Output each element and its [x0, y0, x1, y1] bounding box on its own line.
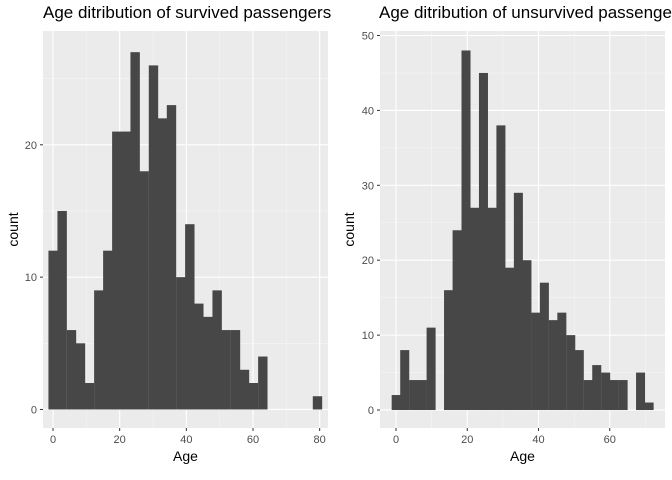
y-tick-label: 0 — [31, 404, 37, 416]
unsurvived-chart-panel: Age ditribution of unsurvived passengers… — [336, 0, 672, 480]
histogram-bar — [176, 277, 186, 410]
histogram-bar — [130, 52, 140, 410]
survived-histogram: 0 10 20 0 20 40 60 80 Age count — [5, 31, 328, 464]
histogram-bar — [513, 192, 523, 411]
histogram-bar — [230, 330, 241, 410]
x-tick-label: 60 — [247, 434, 259, 446]
x-tick-label: 0 — [50, 434, 56, 446]
histogram-bar — [391, 395, 401, 411]
histogram-bar — [75, 343, 86, 410]
histogram-bar — [94, 290, 104, 410]
histogram-bar — [221, 330, 231, 410]
y-tick-label: 50 — [362, 30, 374, 42]
histogram-bar — [566, 335, 576, 411]
histogram-bar — [112, 131, 122, 410]
histogram-bar — [417, 380, 427, 411]
histogram-bar — [203, 316, 213, 410]
histogram-bar — [452, 230, 462, 411]
histogram-bar — [461, 50, 471, 411]
y-tick-label: 40 — [362, 105, 374, 117]
x-tick-label: 40 — [532, 434, 544, 446]
y-tick-label: 20 — [362, 255, 374, 267]
y-axis-title: count — [5, 212, 21, 246]
histogram-bar — [539, 282, 549, 411]
y-tick-label: 10 — [25, 272, 37, 284]
histogram-bar — [636, 372, 646, 411]
histogram-bar — [478, 72, 488, 411]
histogram-bar — [531, 312, 541, 411]
histogram-bar — [312, 396, 323, 410]
histogram-bar — [444, 290, 454, 411]
y-tick-label: 20 — [25, 140, 37, 152]
histogram-bar — [574, 350, 584, 411]
histogram-bar — [57, 210, 67, 410]
y-tick-label: 10 — [362, 330, 374, 342]
histogram-bar — [239, 369, 250, 410]
x-tick-label: 0 — [393, 434, 399, 446]
histogram-bar — [583, 380, 593, 411]
histogram-bar — [103, 250, 113, 410]
histogram-bar — [592, 365, 602, 411]
histogram-bar — [409, 380, 419, 411]
histogram-bar — [121, 131, 131, 410]
x-axis-title: Age — [510, 448, 535, 464]
histogram-bar — [194, 303, 204, 410]
histogram-bar — [66, 330, 77, 410]
histogram-bar — [166, 105, 177, 410]
chart-title: Age ditribution of unsurvived passengers — [379, 3, 672, 22]
histogram-bar — [400, 350, 410, 411]
chart-title: Age ditribution of survived passengers — [43, 3, 332, 22]
histogram-bar — [248, 383, 259, 410]
histogram-bar — [48, 250, 58, 410]
y-axis-title: count — [341, 212, 357, 246]
histogram-bar — [212, 290, 222, 410]
unsurvived-histogram: 0 10 20 30 40 50 0 20 40 60 Age count — [341, 30, 665, 464]
x-tick-label: 20 — [461, 434, 473, 446]
histogram-bar — [504, 267, 514, 411]
y-tick-label: 0 — [368, 405, 374, 417]
histogram-bar — [609, 380, 619, 411]
histogram-bar — [522, 260, 532, 411]
histogram-bar — [148, 65, 159, 410]
survived-chart-panel: Age ditribution of survived passengers 0… — [5, 3, 332, 464]
x-tick-label: 80 — [314, 434, 326, 446]
histogram-bar — [487, 207, 497, 411]
histogram-bar — [84, 383, 95, 410]
histogram-bar — [426, 327, 436, 411]
histogram-bar — [548, 320, 558, 411]
y-tick-label: 30 — [362, 180, 374, 192]
x-tick-label: 40 — [180, 434, 192, 446]
histogram-bar — [557, 312, 567, 411]
x-axis-title: Age — [173, 448, 198, 464]
histogram-bar — [470, 207, 480, 411]
histogram-bar — [496, 125, 506, 411]
histogram-bar — [644, 402, 654, 411]
histogram-bar — [185, 224, 195, 410]
histogram-bar — [139, 171, 149, 410]
histogram-bar — [601, 372, 611, 411]
x-tick-label: 20 — [114, 434, 126, 446]
histogram-bar — [258, 356, 268, 410]
histogram-bar — [618, 380, 628, 411]
histogram-bar — [157, 118, 168, 410]
x-tick-label: 60 — [604, 434, 616, 446]
